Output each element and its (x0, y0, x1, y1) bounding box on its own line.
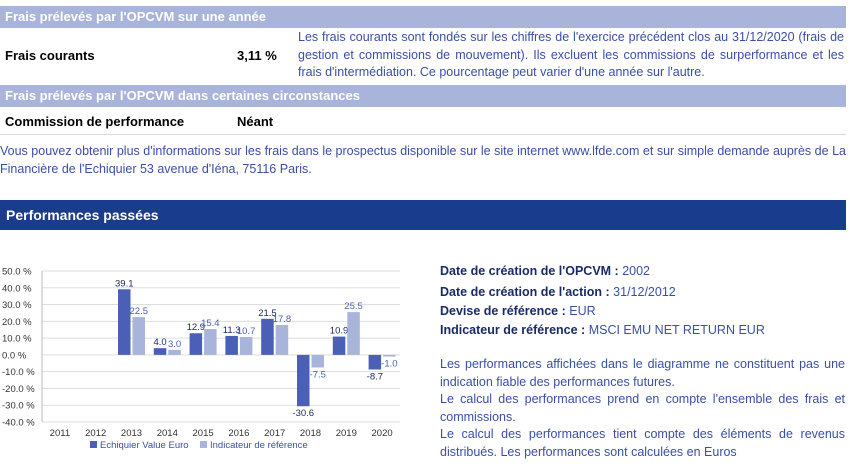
legend-swatch (200, 441, 207, 448)
current-fees-label: Frais courants (5, 48, 95, 63)
data-label: 3.0 (168, 339, 181, 350)
current-fees-description: Les frais courants sont fondés sur les c… (298, 30, 844, 79)
data-label: -7.5 (310, 369, 326, 380)
annual-fees-header: Frais prélevés par l'OPCVM sur une année (0, 6, 846, 28)
x-tick-label: 2013 (121, 428, 142, 439)
legend-label: Echiquier Value Euro (100, 440, 189, 451)
y-tick-label: 10.0 % (2, 334, 32, 345)
performance-header: Performances passées (0, 200, 846, 230)
bar (168, 349, 181, 355)
data-label: 17.8 (273, 314, 292, 325)
y-tick-label: 0.0 % (2, 350, 27, 361)
note-text: Le calcul des performances prend en comp… (440, 392, 845, 424)
note-text: Le calcul des performances tient compte … (440, 427, 845, 459)
data-label: 39.1 (115, 278, 134, 289)
y-tick-label: -10.0 % (2, 367, 35, 378)
bar (368, 354, 382, 370)
data-label: 12.9 (187, 322, 206, 333)
bar (275, 325, 289, 355)
bar (311, 354, 324, 368)
meta-label: Devise de référence : (440, 304, 566, 318)
performance-fee-label: Commission de performance (5, 114, 185, 129)
meta-label: Indicateur de référence : (440, 323, 586, 337)
x-tick-label: 2016 (228, 428, 249, 439)
performance-notes: Les performances affichées dans le diagr… (440, 356, 845, 461)
y-tick-label: 30.0 % (2, 300, 32, 311)
x-tick-label: 2020 (372, 428, 393, 439)
bar (239, 336, 253, 355)
meta-value: MSCI EMU NET RETURN EUR (588, 323, 765, 337)
specific-fees-header: Frais prélevés par l'OPCVM dans certaine… (0, 85, 846, 107)
x-tick-label: 2018 (300, 428, 321, 439)
reference-index: Indicateur de référence : MSCI EMU NET R… (440, 323, 765, 337)
data-label: -8.7 (367, 371, 383, 382)
meta-value: 31/12/2012 (613, 285, 676, 299)
note-text: Les performances affichées dans le diagr… (440, 357, 845, 389)
performance-chart: 50.0 % 40.0 % 30.0 % 20.0 % 10.0 % 0.0 % -10.0… (2, 267, 400, 451)
y-tick-label: 50.0 % (2, 267, 32, 278)
x-tick-label: 2017 (264, 428, 285, 439)
bar (225, 335, 238, 355)
data-label: 11.3 (223, 325, 241, 336)
y-tick-label: 40.0 % (2, 283, 32, 294)
current-fees-value: 3,11 % (237, 48, 277, 63)
x-tick-label: 2014 (157, 428, 178, 439)
legend-label: Indicateur de référence (210, 440, 308, 451)
meta-label: Date de création de l'action : (440, 285, 610, 299)
bar (189, 333, 203, 355)
data-label: 15.4 (201, 318, 220, 329)
bar (261, 318, 274, 355)
data-label: 25.5 (344, 301, 363, 312)
performance-fee-value: Néant (237, 114, 274, 129)
bar (204, 329, 217, 355)
data-label: -1.0 (381, 359, 397, 370)
x-tick-label: 2012 (85, 428, 106, 439)
bar (118, 289, 131, 355)
bar (297, 354, 310, 407)
y-tick-label: -30.0 % (2, 401, 35, 412)
data-label: 10.7 (237, 326, 256, 337)
share-creation-date: Date de création de l'action : 31/12/201… (440, 285, 676, 299)
y-tick-label: -20.0 % (2, 384, 35, 395)
reference-currency: Devise de référence : EUR (440, 304, 596, 318)
x-tick-label: 2011 (50, 428, 70, 439)
data-label: 10.9 (330, 326, 349, 337)
divider (0, 134, 846, 135)
bar (347, 312, 360, 355)
fund-creation-date: Date de création de l'OPCVM : 2002 (440, 264, 650, 278)
fees-info-text: Vous pouvez obtenir plus d'informations … (0, 144, 846, 176)
meta-value: 2002 (622, 264, 651, 278)
meta-value: EUR (569, 304, 596, 318)
legend-swatch (90, 441, 97, 448)
bar (132, 317, 145, 355)
data-label: -30.6 (292, 408, 314, 419)
y-tick-label: 20.0 % (2, 317, 32, 328)
y-tick-label: -40.0 % (2, 418, 35, 429)
meta-label: Date de création de l'OPCVM : (440, 264, 619, 278)
bar (383, 354, 396, 357)
data-label: 21.5 (258, 308, 277, 319)
bar (153, 348, 167, 355)
bar (332, 336, 346, 355)
x-tick-label: 2015 (193, 428, 214, 439)
data-label: 4.0 (153, 337, 166, 348)
data-label: 22.5 (130, 306, 149, 317)
x-tick-label: 2019 (336, 428, 357, 439)
